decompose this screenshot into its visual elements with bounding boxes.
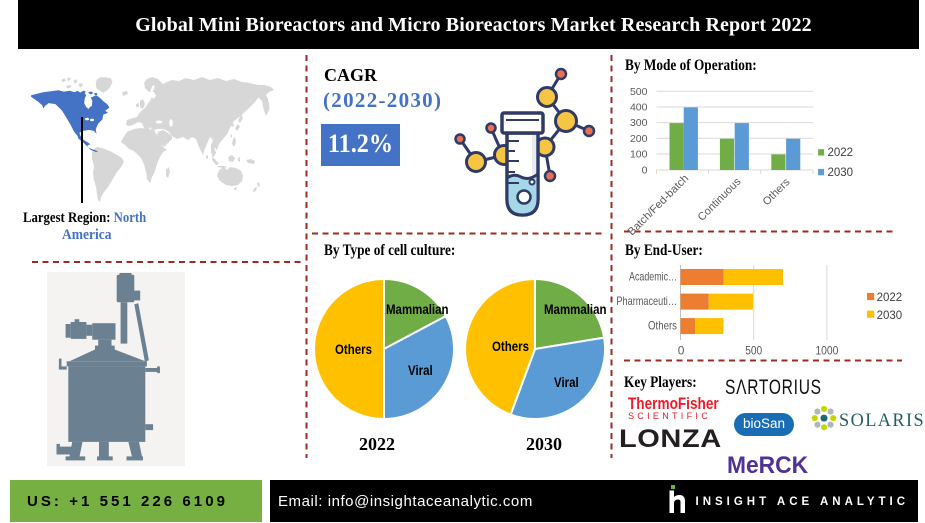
svg-text:1000: 1000 — [815, 344, 838, 358]
svg-text:2030: 2030 — [828, 167, 854, 179]
svg-text:Batch/Fed-batch: Batch/Fed-batch — [626, 173, 692, 235]
svg-text:200: 200 — [630, 133, 648, 145]
svg-text:300: 300 — [630, 117, 648, 129]
svg-text:2022: 2022 — [877, 292, 903, 304]
svg-text:400: 400 — [630, 102, 648, 114]
svg-text:0: 0 — [642, 164, 648, 176]
svg-text:2030: 2030 — [877, 310, 903, 322]
svg-text:500: 500 — [630, 86, 648, 98]
svg-text:500: 500 — [745, 344, 762, 358]
svg-text:Others: Others — [761, 176, 793, 208]
svg-text:Others: Others — [648, 319, 677, 333]
svg-text:Pharmaceuti…: Pharmaceuti… — [616, 294, 677, 308]
svg-text:Continuous: Continuous — [696, 175, 744, 223]
svg-text:0: 0 — [678, 344, 685, 358]
svg-text:2022: 2022 — [828, 147, 854, 159]
svg-text:100: 100 — [630, 149, 648, 161]
svg-text:Academic…: Academic… — [629, 270, 677, 284]
